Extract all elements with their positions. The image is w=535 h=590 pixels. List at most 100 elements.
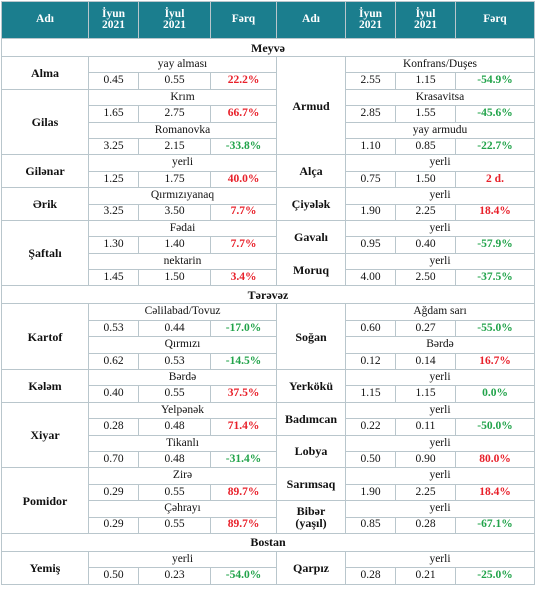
july-price: 0.14	[395, 352, 456, 371]
data-row: Yemiş yerli Qarpız yerli	[1, 550, 535, 585]
section-title: Tərəvəz	[1, 285, 535, 305]
variety: Konfrans/Duşes	[345, 55, 535, 74]
june-price: 0.95	[345, 236, 396, 254]
difference: -37.5%	[455, 269, 535, 287]
june-price: 0.29	[88, 483, 139, 502]
june-price: 0.45	[88, 72, 139, 90]
june-price: 1.15	[345, 385, 396, 403]
variety: Zirə	[88, 467, 277, 485]
data-row: Alma yay alması Armud Konfrans/Duşes	[1, 55, 535, 156]
data-row: 3.25 3.50 7.7% 1.90 2.25 18.4%	[2, 203, 535, 221]
difference: 7.7%	[210, 203, 277, 221]
variety: yerli	[88, 154, 277, 172]
table-body: Meyvə Alma yay alması Armud Konfrans/Duşes 0.…	[1, 38, 535, 585]
data-row: Gilənar yerli Alça yerli	[1, 154, 535, 189]
july-price: 0.48	[138, 450, 211, 469]
variety: Romanovka	[88, 121, 277, 139]
variety: yerli	[345, 187, 535, 205]
june-price: 1.90	[345, 483, 396, 502]
difference: -31.4%	[210, 450, 277, 469]
july-price: 1.75	[138, 170, 211, 189]
variety: Cəlilabad/Tovuz	[88, 303, 277, 321]
product-name: Armud	[276, 55, 346, 156]
july-price: 1.55	[395, 105, 456, 123]
data-row: Pomidor Zirə Sarımsaq yerli	[1, 467, 535, 534]
product-name: Qarpız	[276, 550, 346, 585]
product-name: Moruq	[276, 252, 346, 287]
variety: yay armudu	[345, 121, 535, 139]
difference: 37.5%	[210, 385, 277, 403]
june-price: 0.60	[345, 319, 396, 338]
column-header: İyul 2021	[138, 1, 211, 39]
july-price: 0.40	[395, 236, 456, 254]
difference: -22.7%	[455, 137, 535, 156]
difference: 16.7%	[455, 352, 535, 371]
variety: yerli	[345, 500, 535, 518]
product-name: Çiyələk	[276, 187, 346, 221]
product-name: Kələm	[1, 369, 89, 403]
product-name: Alma	[1, 56, 89, 90]
june-price: 1.90	[345, 203, 396, 221]
product-name: Gavalı	[276, 219, 346, 254]
july-price: 1.50	[395, 170, 456, 189]
variety: Fədai	[88, 219, 277, 238]
july-price: 0.90	[395, 450, 456, 469]
product-name: Pomidor	[1, 467, 89, 534]
variety: Ağdam sarı	[345, 303, 535, 321]
july-price: 2.25	[395, 203, 456, 221]
variety: nektarin	[88, 252, 277, 271]
product-name: Gilas	[1, 88, 89, 156]
june-price: 1.65	[88, 105, 139, 123]
difference: -25.0%	[455, 567, 535, 585]
june-price: 0.12	[345, 352, 396, 371]
column-header: İyul 2021	[395, 1, 456, 39]
column-header: Adı	[276, 1, 346, 39]
june-price: 4.00	[345, 269, 396, 287]
july-price: 2.75	[138, 105, 211, 123]
difference: -17.0%	[210, 319, 277, 338]
product-name: Gilənar	[1, 154, 89, 189]
july-price: 0.53	[138, 352, 211, 371]
difference: -33.8%	[210, 137, 277, 156]
june-price: 0.85	[345, 516, 396, 534]
column-header: İyun 2021	[345, 1, 396, 39]
difference: 3.4%	[210, 269, 277, 287]
july-price: 1.40	[138, 236, 211, 254]
july-price: 0.11	[395, 418, 456, 436]
june-price: 1.30	[88, 236, 139, 254]
difference: 40.0%	[210, 170, 277, 189]
data-row: Xiyar Yelpənək Badımcan yerli	[1, 401, 535, 469]
june-price: 0.53	[88, 319, 139, 338]
variety: yerli	[345, 252, 535, 271]
difference: 0.0%	[455, 385, 535, 403]
header-row: Adı İyun 2021 İyul 2021 Fərq Adı İyun 2021 İyu…	[1, 1, 535, 39]
column-header: Fərq	[455, 1, 535, 39]
difference: 89.7%	[210, 516, 277, 534]
product-name: Xiyar	[1, 401, 89, 469]
june-price: 2.55	[345, 72, 396, 90]
july-price: 0.85	[395, 137, 456, 156]
product-name: Yerkökü	[276, 369, 346, 403]
difference: 89.7%	[210, 483, 277, 502]
june-price: 0.28	[88, 418, 139, 436]
product-name: Bibər (yaşıl)	[276, 500, 346, 534]
difference: 71.4%	[210, 418, 277, 436]
data-row: Kartof Cəlilabad/Tovuz Soğan Ağdam sarı	[1, 303, 535, 371]
data-row: Şaftalı Fədai Gavalı yerli	[1, 219, 535, 287]
june-price: 0.62	[88, 352, 139, 371]
july-price: 0.55	[138, 385, 211, 403]
product-name: Alça	[276, 154, 346, 189]
data-row: 0.62 0.53 -14.5% 0.12 0.14 16.7%	[2, 352, 535, 371]
difference: -67.1%	[455, 516, 535, 534]
june-price: 0.70	[88, 450, 139, 469]
difference: -54.9%	[455, 72, 535, 90]
section-row: Tərəvəz	[1, 285, 535, 305]
column-header: Adı	[1, 1, 89, 39]
variety: yerli	[88, 550, 277, 569]
july-price: 0.55	[138, 516, 211, 534]
difference: 80.0%	[455, 450, 535, 469]
difference: -55.0%	[455, 319, 535, 338]
june-price: 0.50	[88, 567, 139, 585]
variety: Krım	[88, 88, 277, 107]
